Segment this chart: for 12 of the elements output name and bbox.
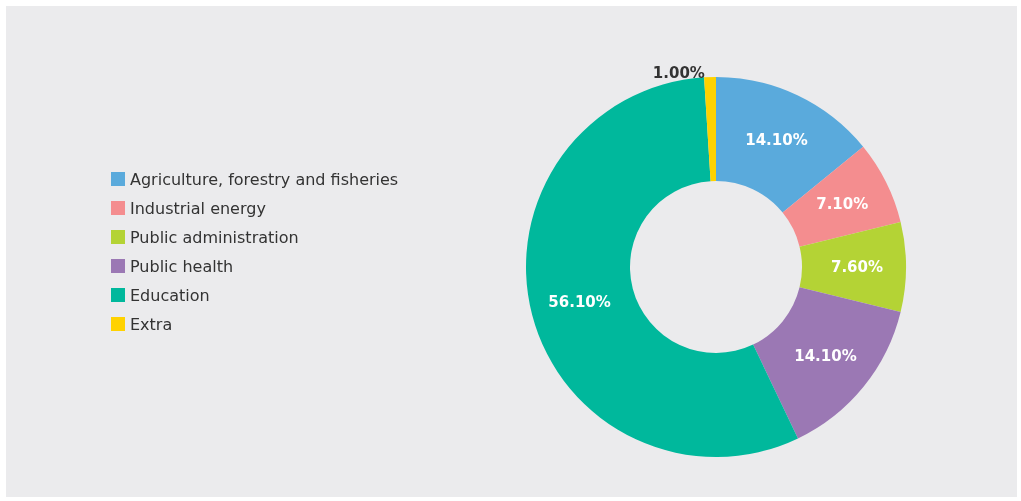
data-label: 14.10%: [794, 346, 857, 365]
data-label: 14.10%: [745, 130, 808, 149]
legend-label: Industrial energy: [130, 198, 266, 218]
data-label: 7.60%: [830, 258, 884, 276]
legend-label: Public health: [130, 256, 234, 276]
data-label: 56.10%: [548, 293, 611, 312]
legend-label: Extra: [130, 314, 173, 334]
legend-label: Education: [130, 285, 210, 305]
data-label: 7.10%: [816, 195, 869, 214]
legend-label: Agriculture, forestry and fisheries: [130, 169, 399, 189]
data-label: 1.00%: [652, 64, 705, 83]
legend-label: Public administration: [130, 227, 299, 247]
